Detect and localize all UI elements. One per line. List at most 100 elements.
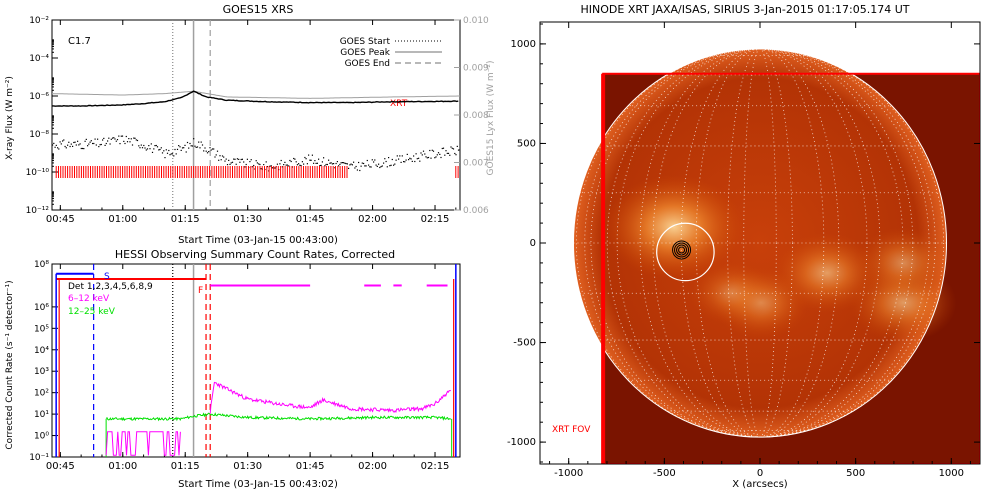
flare-contour [672,240,692,260]
x-tick-label: 1000 [939,468,964,479]
goes-short-point [57,147,59,149]
goes-short-point [176,148,179,150]
goes-short-point [409,157,411,159]
goes-short-point [54,146,56,148]
xrt-panel: HINODE XRT JAXA/ISAS, SIRIUS 3-Jan-2015 … [507,3,981,490]
goes-short-point [375,164,377,166]
xrt-fov-label: XRT FOV [552,425,591,435]
goes-short-point [454,152,456,155]
goes-short-point [344,162,346,164]
goes-short-point [434,157,436,159]
goes-short-point [59,141,61,143]
goes-short-point [326,163,328,166]
goes-short-point [457,149,460,151]
goes-short-point [161,152,164,154]
x-tick-label: 01:45 [296,461,325,472]
goes-short-point [225,158,227,160]
goes-short-point [259,163,261,166]
goes-short-point [426,157,428,159]
goes-short-point [289,159,291,162]
goes-short-point [408,159,410,161]
y-tick-label: 10¹ [34,410,49,420]
goes-short-point [150,143,152,145]
x-tick-label: 500 [846,468,865,479]
goes-ylabel: X-ray Flux (W m⁻²) [5,76,15,160]
goes-short-point [85,138,87,140]
goes-short-point [309,159,311,161]
goes-short-point [355,165,357,168]
goes-short-point [105,142,107,145]
goes-short-point [374,159,376,161]
goes-short-point [245,163,247,166]
x-tick-label: 01:45 [296,214,325,225]
goes-short-point [260,168,262,170]
goes-short-point [138,145,140,147]
goes-short-point [249,161,251,163]
goes-short-point [109,143,111,145]
goes-short-point [403,161,405,163]
goes-short-point [338,165,340,167]
goes-short-point [445,150,447,152]
goes-short-point [130,138,132,140]
goes-short-point [394,163,396,165]
longitude-line [695,48,825,438]
goes-short-point [358,161,360,164]
goes-short-point [398,158,400,160]
y-tick-label: -500 [513,338,536,349]
x-tick-label: 02:15 [421,214,450,225]
flare-contour [678,246,686,254]
goes-xlabel: Start Time (03-Jan-15 00:43:00) [178,235,338,246]
goes-short-point [189,142,191,145]
goes-short-point [340,162,342,164]
hessi-legend-12-25: 12–25 keV [68,307,116,317]
goes-short-point [353,161,355,163]
goes-short-point [219,155,221,157]
flare-contour [676,244,688,256]
goes-short-point [158,149,160,151]
y-tick-label: 10⁻⁶ [29,92,49,102]
goes-short-point [80,147,82,150]
goes-short-point [230,162,232,164]
hessi-6-12-line [209,381,451,414]
goes-short-point [432,150,435,152]
goes-short-point [369,166,371,168]
goes-short-point [421,154,423,156]
goes-short-point [72,145,74,147]
goes-short-point [112,137,114,139]
goes-short-point [179,146,181,148]
goes-short-point [151,151,154,153]
goes-short-point [311,154,313,156]
goes-short-point [429,149,431,152]
goes-short-point [140,144,142,146]
goes-short-point [129,141,131,143]
y-tick-label: 10⁴ [34,346,49,356]
goes-short-point [391,158,393,161]
y-tick-label: 10⁸ [34,260,49,270]
goes-short-point [348,167,350,169]
goes-short-point [395,159,397,161]
goes-short-point [221,155,224,157]
goes-short-point [235,163,237,165]
goes-short-point [450,146,452,148]
goes-short-point [246,158,248,160]
goes-title: GOES15 XRS [223,3,294,16]
goes-short-point [381,165,383,167]
goes-short-point [211,148,214,150]
x-tick-label: 02:15 [421,461,450,472]
goes-short-point [416,158,418,160]
goes-short-point [383,162,385,164]
goes-plot-area [51,20,461,210]
goes-short-point [339,163,341,165]
goes-short-point [315,162,317,164]
y2-tick-label: 0.007 [463,159,489,169]
goes-short-point [446,152,448,154]
goes-short-point [104,144,106,146]
goes-short-point [427,156,430,159]
goes-short-point [320,164,322,166]
goes-short-point [331,163,333,165]
goes-short-point [52,144,54,146]
goes-short-point [276,163,278,165]
goes-short-point [368,164,370,166]
goes-short-point [234,158,236,160]
goes-short-point [270,165,272,167]
